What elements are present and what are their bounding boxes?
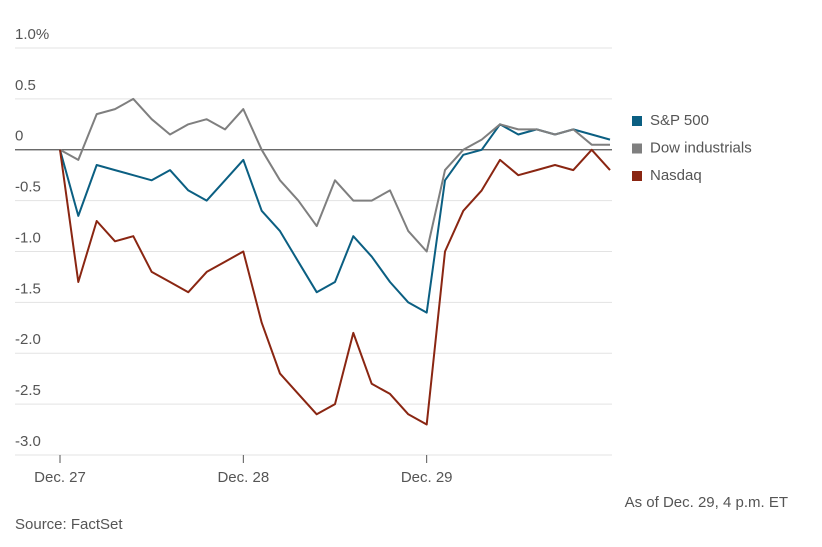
y-tick-label: 1.0%: [15, 26, 49, 43]
y-tick-label: -0.5: [15, 179, 41, 196]
y-tick-label: -2.0: [15, 331, 41, 348]
y-tick-label: 0: [15, 128, 23, 145]
y-tick-label: -1.0: [15, 229, 41, 246]
y-tick-label: -2.5: [15, 382, 41, 399]
legend-swatch: [632, 143, 642, 154]
y-tick-label: 0.5: [15, 77, 36, 94]
legend-label: Dow industrials: [650, 139, 752, 156]
line: [59, 148, 611, 426]
y-tick-label: -3.0: [15, 433, 41, 450]
line: [59, 123, 611, 314]
legend-label: S&P 500: [650, 112, 709, 129]
legend-swatch: [632, 116, 642, 126]
x-tick-label: Dec. 29: [401, 469, 453, 486]
y-tick-label: -1.5: [15, 280, 41, 297]
legend-swatch: [632, 171, 642, 181]
x-tick-label: Dec. 28: [217, 469, 269, 486]
source: Source: FactSet: [15, 516, 123, 533]
x-tick-label: Dec. 27: [34, 469, 86, 486]
annotation: As of Dec. 29, 4 p.m. ET: [625, 494, 788, 511]
line: [59, 97, 610, 253]
legend-label: Nasdaq: [650, 167, 702, 184]
